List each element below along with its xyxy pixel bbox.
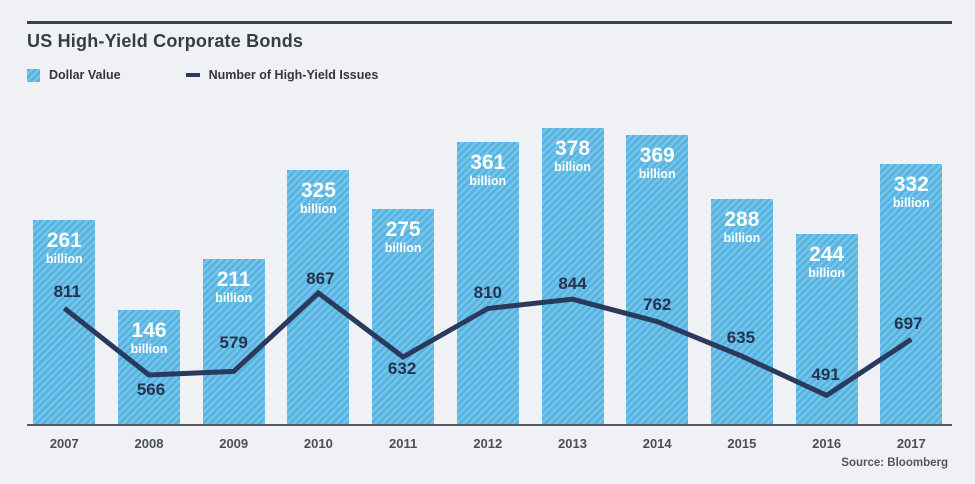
legend-label: Number of High-Yield Issues <box>208 68 379 82</box>
legend-item-issues: Number of High-Yield Issues <box>185 68 379 82</box>
line-swatch-icon <box>185 73 200 77</box>
bar-unit: billion <box>554 160 591 175</box>
bar-value-label-2009: 211 billion <box>203 268 265 306</box>
line-value-label-2015: 635 <box>726 328 756 348</box>
bar-unit: billion <box>299 201 337 216</box>
bar-value: 261 <box>46 229 82 253</box>
bar-unit: billion <box>45 252 83 267</box>
line-value-label-2010: 867 <box>306 269 335 288</box>
x-tick-2011: 2011 <box>388 436 418 451</box>
bar-value-label-2015: 288 billion <box>711 207 773 245</box>
line-value-label-2012: 810 <box>473 282 502 302</box>
line-value-label-2017: 697 <box>894 314 923 334</box>
bar-unit: billion <box>215 291 253 306</box>
bar-value: 275 <box>385 218 421 242</box>
bar-unit: billion <box>892 196 930 211</box>
line-value-label-2008: 566 <box>136 380 166 399</box>
bar-value-label-2014: 369 billion <box>626 144 688 182</box>
line-value-label-2009: 579 <box>219 333 248 353</box>
x-tick-2016: 2016 <box>812 436 842 451</box>
bar-swatch-icon <box>27 68 40 82</box>
bar-value-label-2011: 275 billion <box>372 218 434 256</box>
bar-value: 146 <box>131 319 167 343</box>
x-tick-2012: 2012 <box>473 436 503 451</box>
x-tick-2013: 2013 <box>558 436 587 451</box>
x-tick-2009: 2009 <box>219 436 249 451</box>
header-rule <box>27 21 952 24</box>
bar-value: 378 <box>554 137 591 161</box>
bar-unit: billion <box>130 342 168 357</box>
line-value-label-2016: 491 <box>811 365 840 385</box>
bar-value-label-2016: 244 billion <box>796 242 858 280</box>
bar-value-label-2013: 378 billion <box>542 137 604 175</box>
bar-value: 369 <box>639 144 675 168</box>
bar-value: 211 <box>216 268 251 292</box>
bar-value-label-2012: 361 billion <box>457 150 519 188</box>
bar-value-label-2010: 325 billion <box>287 178 349 216</box>
bar-unit: billion <box>384 241 422 256</box>
bar-unit: billion <box>808 265 845 280</box>
x-tick-2014: 2014 <box>642 436 672 451</box>
legend-label: Dollar Value <box>49 68 121 82</box>
line-value-label-2014: 762 <box>643 294 672 314</box>
bar-unit: billion <box>723 230 761 245</box>
legend-item-dollar-value: Dollar Value <box>27 68 121 82</box>
chart-title: US High-Yield Corporate Bonds <box>27 31 304 51</box>
source-credit: Source: Bloomberg <box>841 457 948 469</box>
bar-value-label-2017: 332 billion <box>880 173 942 211</box>
x-tick-2010: 2010 <box>303 436 333 451</box>
line-value-label-2007: 811 <box>53 282 82 302</box>
x-tick-2015: 2015 <box>727 436 757 451</box>
bar-value-label-2007: 261 billion <box>33 229 95 267</box>
x-tick-2008: 2008 <box>134 436 164 451</box>
bar-value: 325 <box>300 178 336 202</box>
bar-value-label-2008: 146 billion <box>118 319 180 357</box>
x-tick-2007: 2007 <box>49 436 79 451</box>
bar-unit: billion <box>469 173 507 188</box>
legend: Dollar Value Number of High-Yield Issues <box>27 68 378 82</box>
line-value-label-2011: 632 <box>387 359 417 378</box>
x-axis-line <box>27 424 952 426</box>
bar-value: 361 <box>470 150 506 174</box>
x-tick-2017: 2017 <box>896 436 926 451</box>
bar-unit: billion <box>638 167 676 182</box>
line-value-label-2013: 844 <box>558 274 587 294</box>
bar-value: 332 <box>893 173 929 197</box>
bar-value: 244 <box>809 242 845 266</box>
bar-value: 288 <box>724 207 760 231</box>
